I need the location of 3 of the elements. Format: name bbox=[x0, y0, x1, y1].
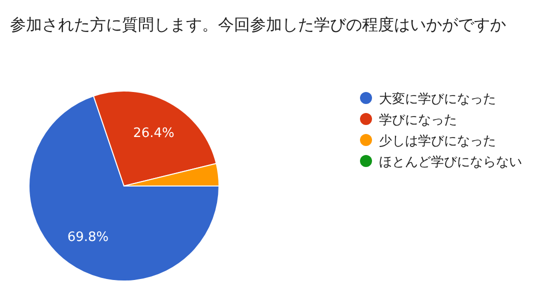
title: 参加された方に質問します。今回参加した学びの程度はいかがですか bbox=[10, 15, 506, 34]
legend-label: 大変に学びになった bbox=[379, 91, 496, 107]
legend-label: 学びになった bbox=[379, 113, 457, 128]
